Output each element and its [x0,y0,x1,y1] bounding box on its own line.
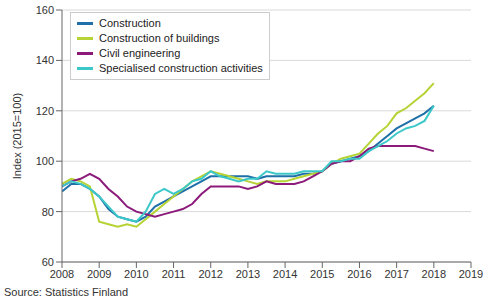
svg-text:2010: 2010 [124,268,148,280]
svg-text:2019: 2019 [459,268,483,280]
svg-text:2011: 2011 [162,268,186,280]
html-text:Construction: Construction [99,17,161,29]
svg-text:160: 160 [36,4,54,16]
svg-text:2013: 2013 [236,268,260,280]
svg-text:80: 80 [42,206,54,218]
svg-text:2015: 2015 [310,268,334,280]
svg-text:2008: 2008 [50,268,74,280]
svg-text:2012: 2012 [198,268,222,280]
svg-text:100: 100 [36,155,54,167]
svg-text:2018: 2018 [422,268,446,280]
svg-text:Index (2015=100): Index (2015=100) [11,93,23,180]
html-text:Civil engineering: Civil engineering [99,47,181,59]
svg-text:2014: 2014 [273,268,297,280]
svg-text:60: 60 [42,256,54,268]
svg-text:120: 120 [36,105,54,117]
svg-text:2009: 2009 [87,268,111,280]
html-text:Source: Statistics Finland: Source: Statistics Finland [4,286,129,298]
html-text:Specialised construction activ: Specialised construction activities [99,62,263,74]
svg-text:2016: 2016 [347,268,371,280]
html-text:Construction of buildings: Construction of buildings [99,32,220,44]
svg-text:2017: 2017 [384,268,408,280]
svg-text:140: 140 [36,54,54,66]
